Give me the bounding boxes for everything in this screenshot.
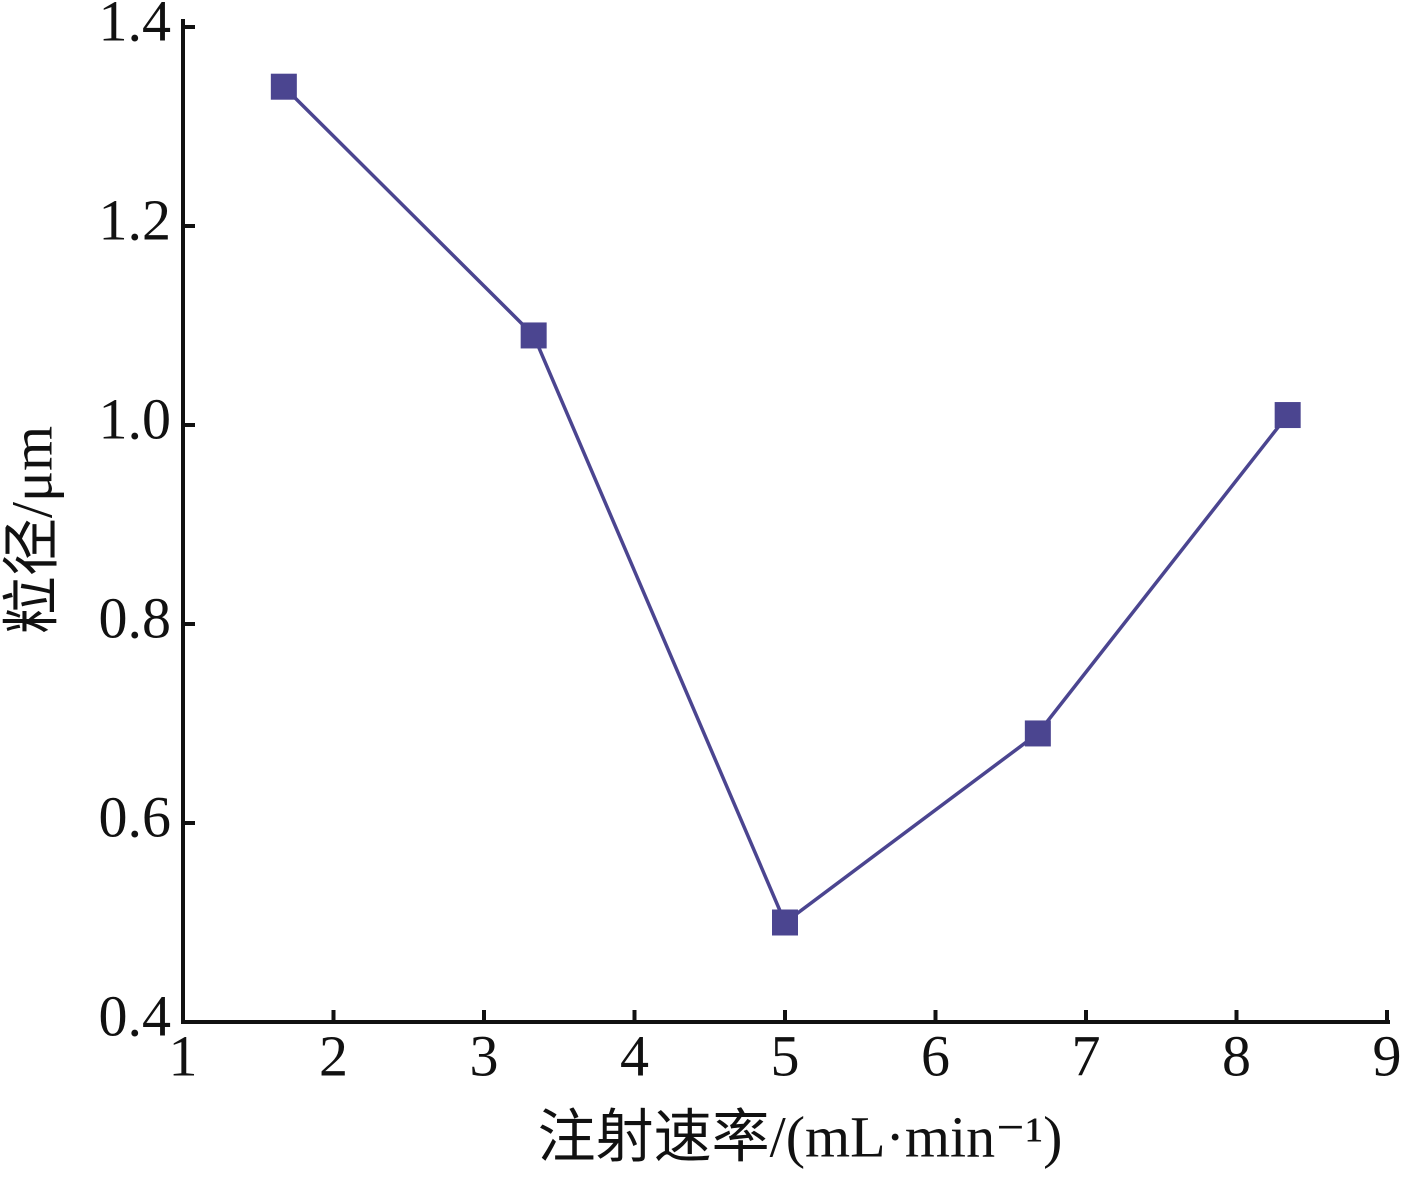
x-tick-label: 1 xyxy=(169,1023,198,1088)
data-point xyxy=(772,909,798,936)
y-tick-label: 1.4 xyxy=(99,0,172,53)
y-axis-label: 粒径/μm xyxy=(0,426,64,634)
x-tick-label: 5 xyxy=(771,1023,800,1088)
x-tick-label: 2 xyxy=(319,1023,348,1088)
x-tick-label: 9 xyxy=(1373,1023,1402,1088)
y-tick-label: 1.0 xyxy=(99,386,172,451)
x-tick-label: 3 xyxy=(470,1023,499,1088)
data-point xyxy=(270,73,297,100)
y-tick-label: 1.2 xyxy=(99,187,172,252)
x-axis-label: 注射速率/(mL·min⁻¹) xyxy=(538,1104,1063,1169)
x-tick-label: 8 xyxy=(1222,1023,1251,1088)
y-tick-label: 0.8 xyxy=(99,585,172,650)
y-tick-label: 0.4 xyxy=(99,983,172,1048)
x-tick-label: 6 xyxy=(921,1023,950,1088)
y-tick-label: 0.6 xyxy=(99,784,172,849)
x-tick-label: 4 xyxy=(620,1023,649,1088)
data-line xyxy=(282,85,1290,926)
data-point xyxy=(1024,720,1051,747)
data-point xyxy=(520,322,547,349)
x-tick-label: 7 xyxy=(1072,1023,1101,1088)
data-point xyxy=(1274,402,1301,429)
